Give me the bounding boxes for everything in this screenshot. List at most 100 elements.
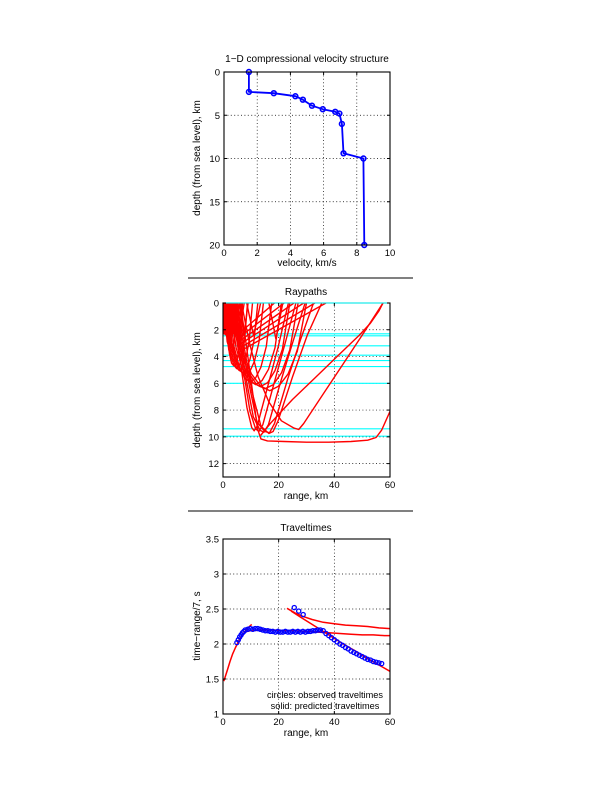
observed-traveltime-marker [300,611,306,618]
raypath [236,303,285,340]
observed-traveltime-marker [370,658,377,665]
observed-traveltime-marker [302,629,309,635]
observed-traveltime-marker [272,629,279,635]
observed-traveltime-marker [250,626,256,633]
velocity-profile-marker [319,105,326,113]
observed-traveltime-marker [267,628,274,635]
observed-traveltime-marker [317,627,324,633]
raypath [246,303,262,337]
velocity-profile-marker [336,110,343,117]
y-tick-label: 0 [215,68,220,79]
observed-traveltime-marker [255,625,261,632]
y-tick-label: 12 [208,459,219,470]
legend-observed-note: circles: observed traveltimes [267,690,383,700]
x-tick-label: 8 [354,248,359,259]
velocity-plot-title: 1−D compressional velocity structure [225,54,389,65]
x-tick-label: 4 [288,248,293,259]
raypaths-plot-title: Raypaths [285,287,327,298]
observed-traveltime-marker [277,629,284,635]
y-tick-label: 1.5 [206,675,219,686]
observed-traveltime-marker [287,629,294,635]
observed-traveltime-marker [378,660,385,667]
observed-traveltime-marker [305,628,311,635]
observed-traveltime-marker [260,627,266,633]
x-tick-label: 0 [220,717,225,728]
traveltimes-plot-body: 0 20 40 60 1 1.5 2 2.5 3 3.5 [206,535,396,729]
velocity-plot-ylabel: depth (from sea level), km [192,100,203,216]
observed-traveltime-marker [291,604,298,611]
x-tick-label: 60 [385,480,396,491]
raypath [235,303,306,433]
observed-traveltime-marker [282,628,289,635]
observed-traveltime-marker [307,628,314,635]
x-tick-label: 20 [273,717,284,728]
x-tick-label: 40 [329,717,340,728]
x-tick-label: 0 [220,480,225,491]
traveltimes-plot-ylabel: time−range/7, s [192,591,203,660]
velocity-plot-xlabel: velocity, km/s [277,258,336,269]
raypath [260,303,384,436]
velocity-profile-marker [340,150,347,157]
raypath [242,303,327,351]
raypath [235,303,275,338]
y-tick-label: 3.5 [206,535,219,546]
y-tick-label: 1 [214,710,219,721]
raypath [237,303,323,435]
velocity-plot: 1−D compressional velocity structure vel… [192,54,395,269]
velocity-profile-marker [299,96,307,103]
y-tick-label: 8 [214,406,219,417]
y-tick-label: 2 [214,325,219,336]
y-tick-label: 20 [209,241,220,252]
y-tick-label: 4 [214,352,219,363]
raypath [232,303,290,432]
y-tick-label: 5 [215,111,220,122]
x-tick-label: 0 [221,248,226,259]
raypaths-plot-ylabel: depth (from sea level), km [192,332,203,448]
observed-traveltime-marker [310,627,316,634]
observed-traveltime-marker [295,608,302,614]
x-tick-label: 20 [273,480,284,491]
observed-traveltime-marker [275,628,281,635]
observed-traveltime-marker [262,627,269,634]
observed-traveltime-marker [364,656,371,663]
x-tick-label: 6 [321,248,326,259]
raypaths-plot-body: 0 20 40 60 0 2 4 6 8 10 12 [208,299,395,492]
velocity-plot-body: 0 2 4 6 8 10 0 5 10 15 20 [209,68,395,260]
y-tick-label: 3 [214,570,219,581]
traveltimes-plot-title: Traveltimes [280,523,331,534]
raypath [237,303,295,343]
observed-traveltime-marker [257,626,264,633]
y-tick-label: 15 [209,197,220,208]
velocity-profile-marker [360,155,367,162]
observed-traveltime-marker [315,627,321,633]
traveltimes-plot-xlabel: range, km [284,728,328,739]
x-tick-label: 2 [255,248,260,259]
y-tick-label: 6 [214,379,219,390]
y-tick-label: 10 [208,432,219,443]
observed-traveltime-marker [280,629,286,635]
raypath [239,303,305,346]
velocity-profile-curve [247,72,366,246]
observed-traveltime-marker [290,628,296,635]
observed-traveltime-marker [285,629,291,635]
x-tick-label: 60 [385,717,396,728]
y-tick-label: 0 [214,299,219,310]
observed-traveltime-marker [320,627,326,634]
observed-traveltime-marker [300,628,306,635]
velocity-profile-marker [338,120,346,128]
raypath [240,303,384,431]
raypaths-plot: Raypaths range, km depth (from sea level… [192,287,395,502]
axes-frame [222,538,391,715]
traveltimes-plot: Traveltimes range, km time−range/7, s ci… [192,523,395,739]
observed-traveltime-marker [265,627,271,634]
observed-traveltime-marker [376,660,382,666]
observed-traveltime-marker [297,629,304,635]
x-tick-label: 40 [329,480,340,491]
observed-traveltime-marker [270,628,276,635]
observed-traveltime-marker [373,659,379,665]
raypath [239,303,390,443]
observed-traveltime-marker [295,628,301,635]
